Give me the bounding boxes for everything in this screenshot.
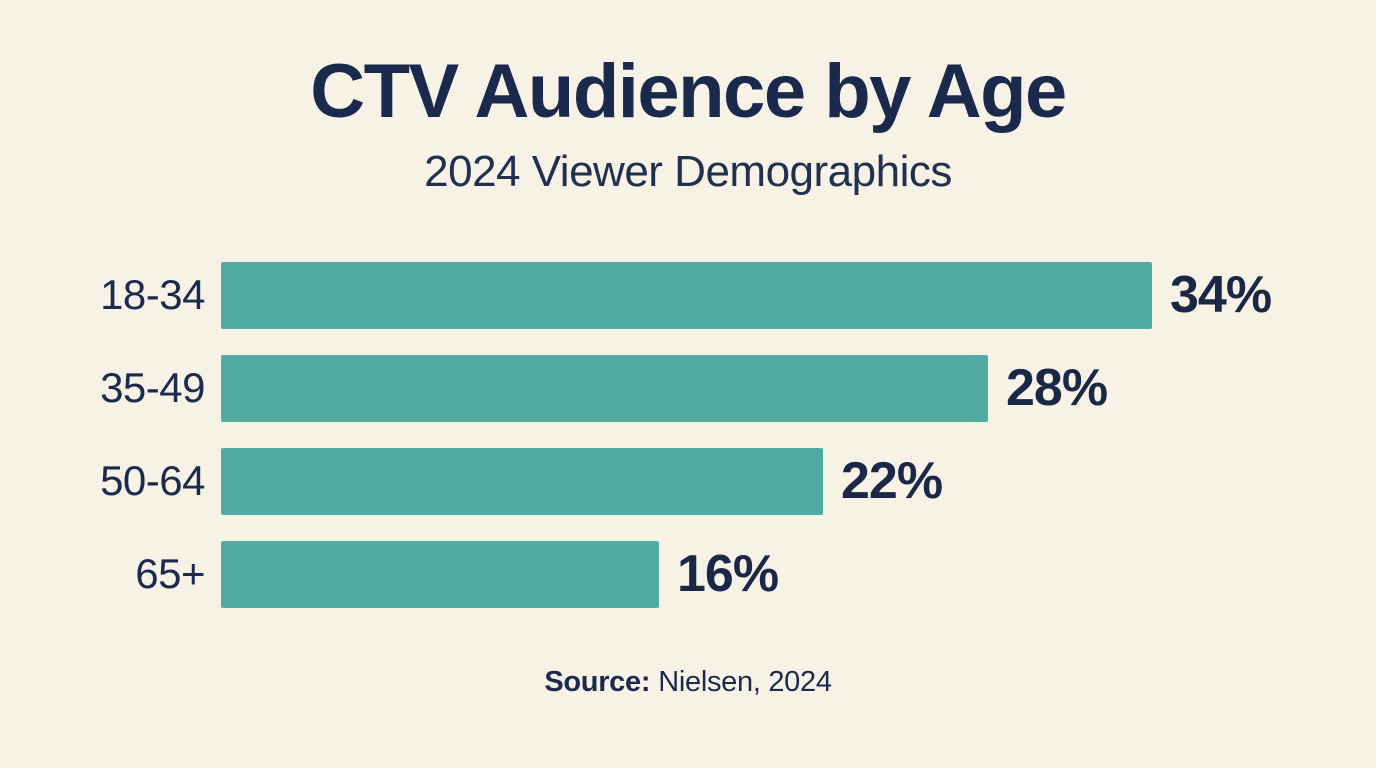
value-label: 16% bbox=[677, 545, 779, 604]
chart-subtitle: 2024 Viewer Demographics bbox=[424, 146, 952, 196]
bar-row: 65+ 16% bbox=[0, 540, 1376, 608]
bar-row: 35-49 28% bbox=[0, 354, 1376, 422]
category-label: 18-34 bbox=[100, 271, 205, 319]
source-label: Source: bbox=[544, 665, 651, 698]
value-label: 28% bbox=[1006, 359, 1108, 418]
category-label: 35-49 bbox=[100, 364, 205, 412]
source-text: Nielsen, 2024 bbox=[658, 665, 832, 698]
bar-chart: 18-34 34% 35-49 28% 50-64 22% 65+ 16% bbox=[0, 261, 1376, 608]
category-label: 65+ bbox=[135, 550, 205, 598]
bar-row: 18-34 34% bbox=[0, 261, 1376, 329]
bar bbox=[221, 261, 1152, 329]
value-label: 22% bbox=[841, 452, 943, 511]
bar-row: 50-64 22% bbox=[0, 447, 1376, 515]
value-label: 34% bbox=[1170, 266, 1272, 325]
category-label: 50-64 bbox=[100, 457, 205, 505]
bar bbox=[221, 447, 823, 515]
chart-title: CTV Audience by Age bbox=[310, 49, 1067, 134]
source-note: Source: Nielsen, 2024 bbox=[0, 666, 1376, 699]
bar bbox=[221, 354, 988, 422]
bar bbox=[221, 540, 659, 608]
